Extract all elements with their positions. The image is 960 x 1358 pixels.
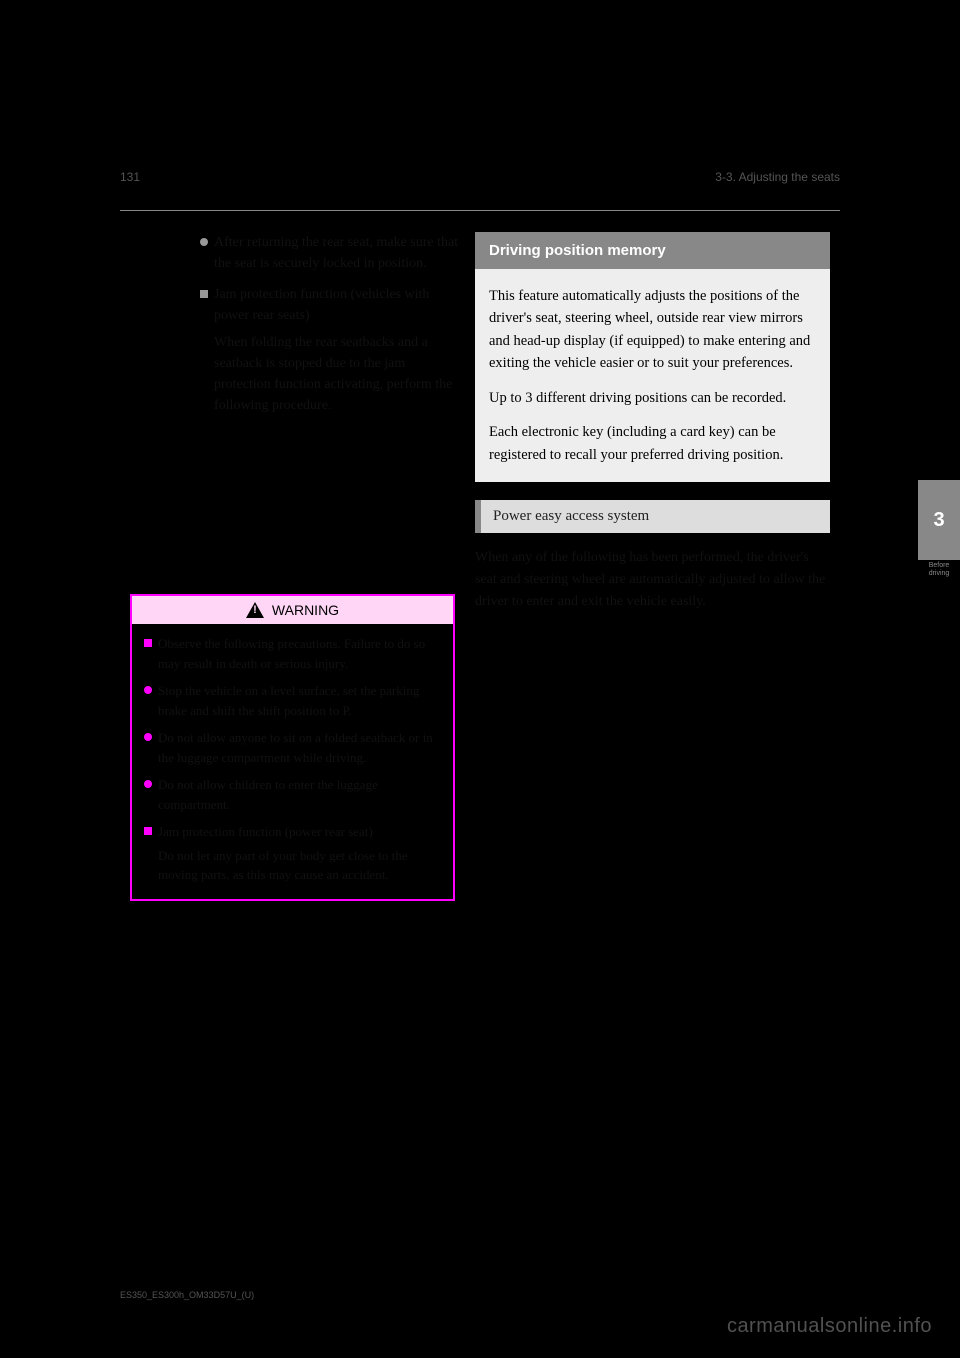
right-column: Driving position memory This feature aut… — [475, 232, 830, 612]
warning-item: Jam protection function (power rear seat… — [144, 822, 441, 885]
body-text: After returning the rear seat, make sure… — [214, 232, 460, 274]
body-text: Jam protection function (vehicles with p… — [214, 284, 460, 416]
square-bullet-icon — [144, 639, 152, 647]
header-divider — [120, 210, 840, 211]
bullet-icon — [144, 733, 152, 741]
warning-box: WARNING Observe the following precaution… — [130, 594, 455, 901]
watermark: carmanualsonline.info — [727, 1315, 932, 1338]
warning-item: Do not allow children to enter the lugga… — [144, 775, 441, 814]
warning-header: WARNING — [132, 596, 453, 624]
list-item: Jam protection function (vehicles with p… — [200, 284, 460, 416]
list-item: After returning the rear seat, make sure… — [200, 232, 460, 274]
warning-item: Do not allow anyone to sit on a folded s… — [144, 728, 441, 767]
intro-box: This feature automatically adjusts the p… — [475, 269, 830, 482]
intro-paragraph: Each electronic key (including a card ke… — [489, 421, 816, 466]
warning-text: Do not allow anyone to sit on a folded s… — [158, 728, 441, 767]
section-path: 3-3. Adjusting the seats — [715, 170, 840, 184]
item-title: Jam protection function (vehicles with p… — [214, 284, 460, 326]
sub-heading: Power easy access system — [475, 500, 830, 533]
warning-triangle-icon — [246, 602, 264, 618]
square-bullet-icon — [200, 290, 208, 298]
warning-text: Stop the vehicle on a level surface, set… — [158, 681, 441, 720]
warning-subtitle: Jam protection function (power rear seat… — [158, 822, 441, 842]
warning-text: Jam protection function (power rear seat… — [158, 822, 441, 885]
warning-item: Stop the vehicle on a level surface, set… — [144, 681, 441, 720]
bullet-icon — [144, 686, 152, 694]
body-text: When any of the following has been perfo… — [475, 547, 830, 612]
intro-paragraph: This feature automatically adjusts the p… — [489, 285, 816, 375]
chapter-tab: 3 — [918, 480, 960, 560]
chapter-number: 3 — [933, 509, 944, 532]
doc-code: ES350_ES300h_OM33D57U_(U) — [120, 1290, 254, 1300]
square-bullet-icon — [144, 827, 152, 835]
bullet-icon — [144, 780, 152, 788]
section-heading: Driving position memory — [475, 232, 830, 269]
chapter-label: Before driving — [918, 560, 960, 579]
item-body: When folding the rear seatbacks and a se… — [214, 332, 460, 416]
warning-text: Do not allow children to enter the lugga… — [158, 775, 441, 814]
warning-body: Observe the following precautions. Failu… — [132, 624, 453, 899]
warning-subbody: Do not let any part of your body get clo… — [158, 846, 441, 885]
page-header: 131 3-3. Adjusting the seats — [120, 170, 840, 184]
intro-paragraph: Up to 3 different driving positions can … — [489, 387, 816, 409]
bullet-icon — [200, 238, 208, 246]
warning-item: Observe the following precautions. Failu… — [144, 634, 441, 673]
page-number: 131 — [120, 170, 140, 184]
warning-title: WARNING — [272, 602, 339, 618]
left-column: After returning the rear seat, make sure… — [200, 232, 460, 426]
warning-text: Observe the following precautions. Failu… — [158, 634, 441, 673]
